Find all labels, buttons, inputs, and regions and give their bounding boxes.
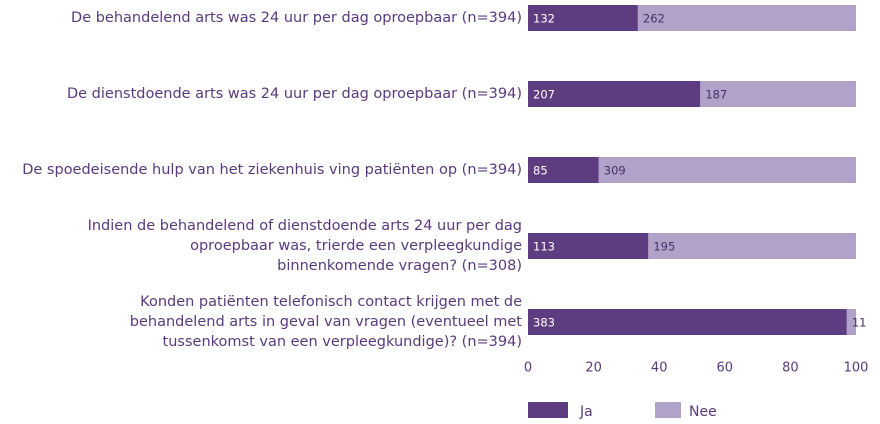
legend-swatch xyxy=(655,402,681,418)
bar-segment xyxy=(528,157,599,183)
bar-segment xyxy=(528,81,701,107)
x-tick-label: 40 xyxy=(651,361,668,376)
legend-label: Ja xyxy=(579,404,593,420)
data-label: 207 xyxy=(533,88,555,102)
bar-segment xyxy=(700,81,856,107)
category-label: De behandelend arts was 24 uur per dag o… xyxy=(71,10,522,26)
category-label: De dienstdoende arts was 24 uur per dag … xyxy=(66,86,522,102)
data-label: 11 xyxy=(852,316,867,330)
data-label: 383 xyxy=(533,316,555,330)
x-tick-label: 60 xyxy=(717,361,734,376)
data-label: 195 xyxy=(653,240,675,254)
data-label: 85 xyxy=(533,164,548,178)
bar-segment xyxy=(528,5,638,31)
bar-segment xyxy=(637,5,856,31)
x-tick-label: 0 xyxy=(524,361,532,376)
category-label: Konden patiënten telefonisch contact kri… xyxy=(129,294,522,350)
legend-swatch xyxy=(528,402,568,418)
data-label: 262 xyxy=(643,12,665,26)
bar-segment xyxy=(846,309,856,335)
data-label: 113 xyxy=(533,240,555,254)
category-label: Indien de behandelend of dienstdoende ar… xyxy=(87,218,522,274)
x-tick-label: 100 xyxy=(844,361,869,376)
x-tick-label: 80 xyxy=(782,361,799,376)
data-label: 309 xyxy=(604,164,626,178)
category-label: De spoedeisende hulp van het ziekenhuis … xyxy=(22,162,522,178)
bar-segment xyxy=(528,309,847,335)
bar-segment xyxy=(598,157,856,183)
data-label: 187 xyxy=(705,88,727,102)
bar-segment xyxy=(648,233,856,259)
bar-segment xyxy=(528,233,649,259)
data-label: 132 xyxy=(533,12,555,26)
x-tick-label: 20 xyxy=(585,361,602,376)
legend-label: Nee xyxy=(689,404,717,420)
